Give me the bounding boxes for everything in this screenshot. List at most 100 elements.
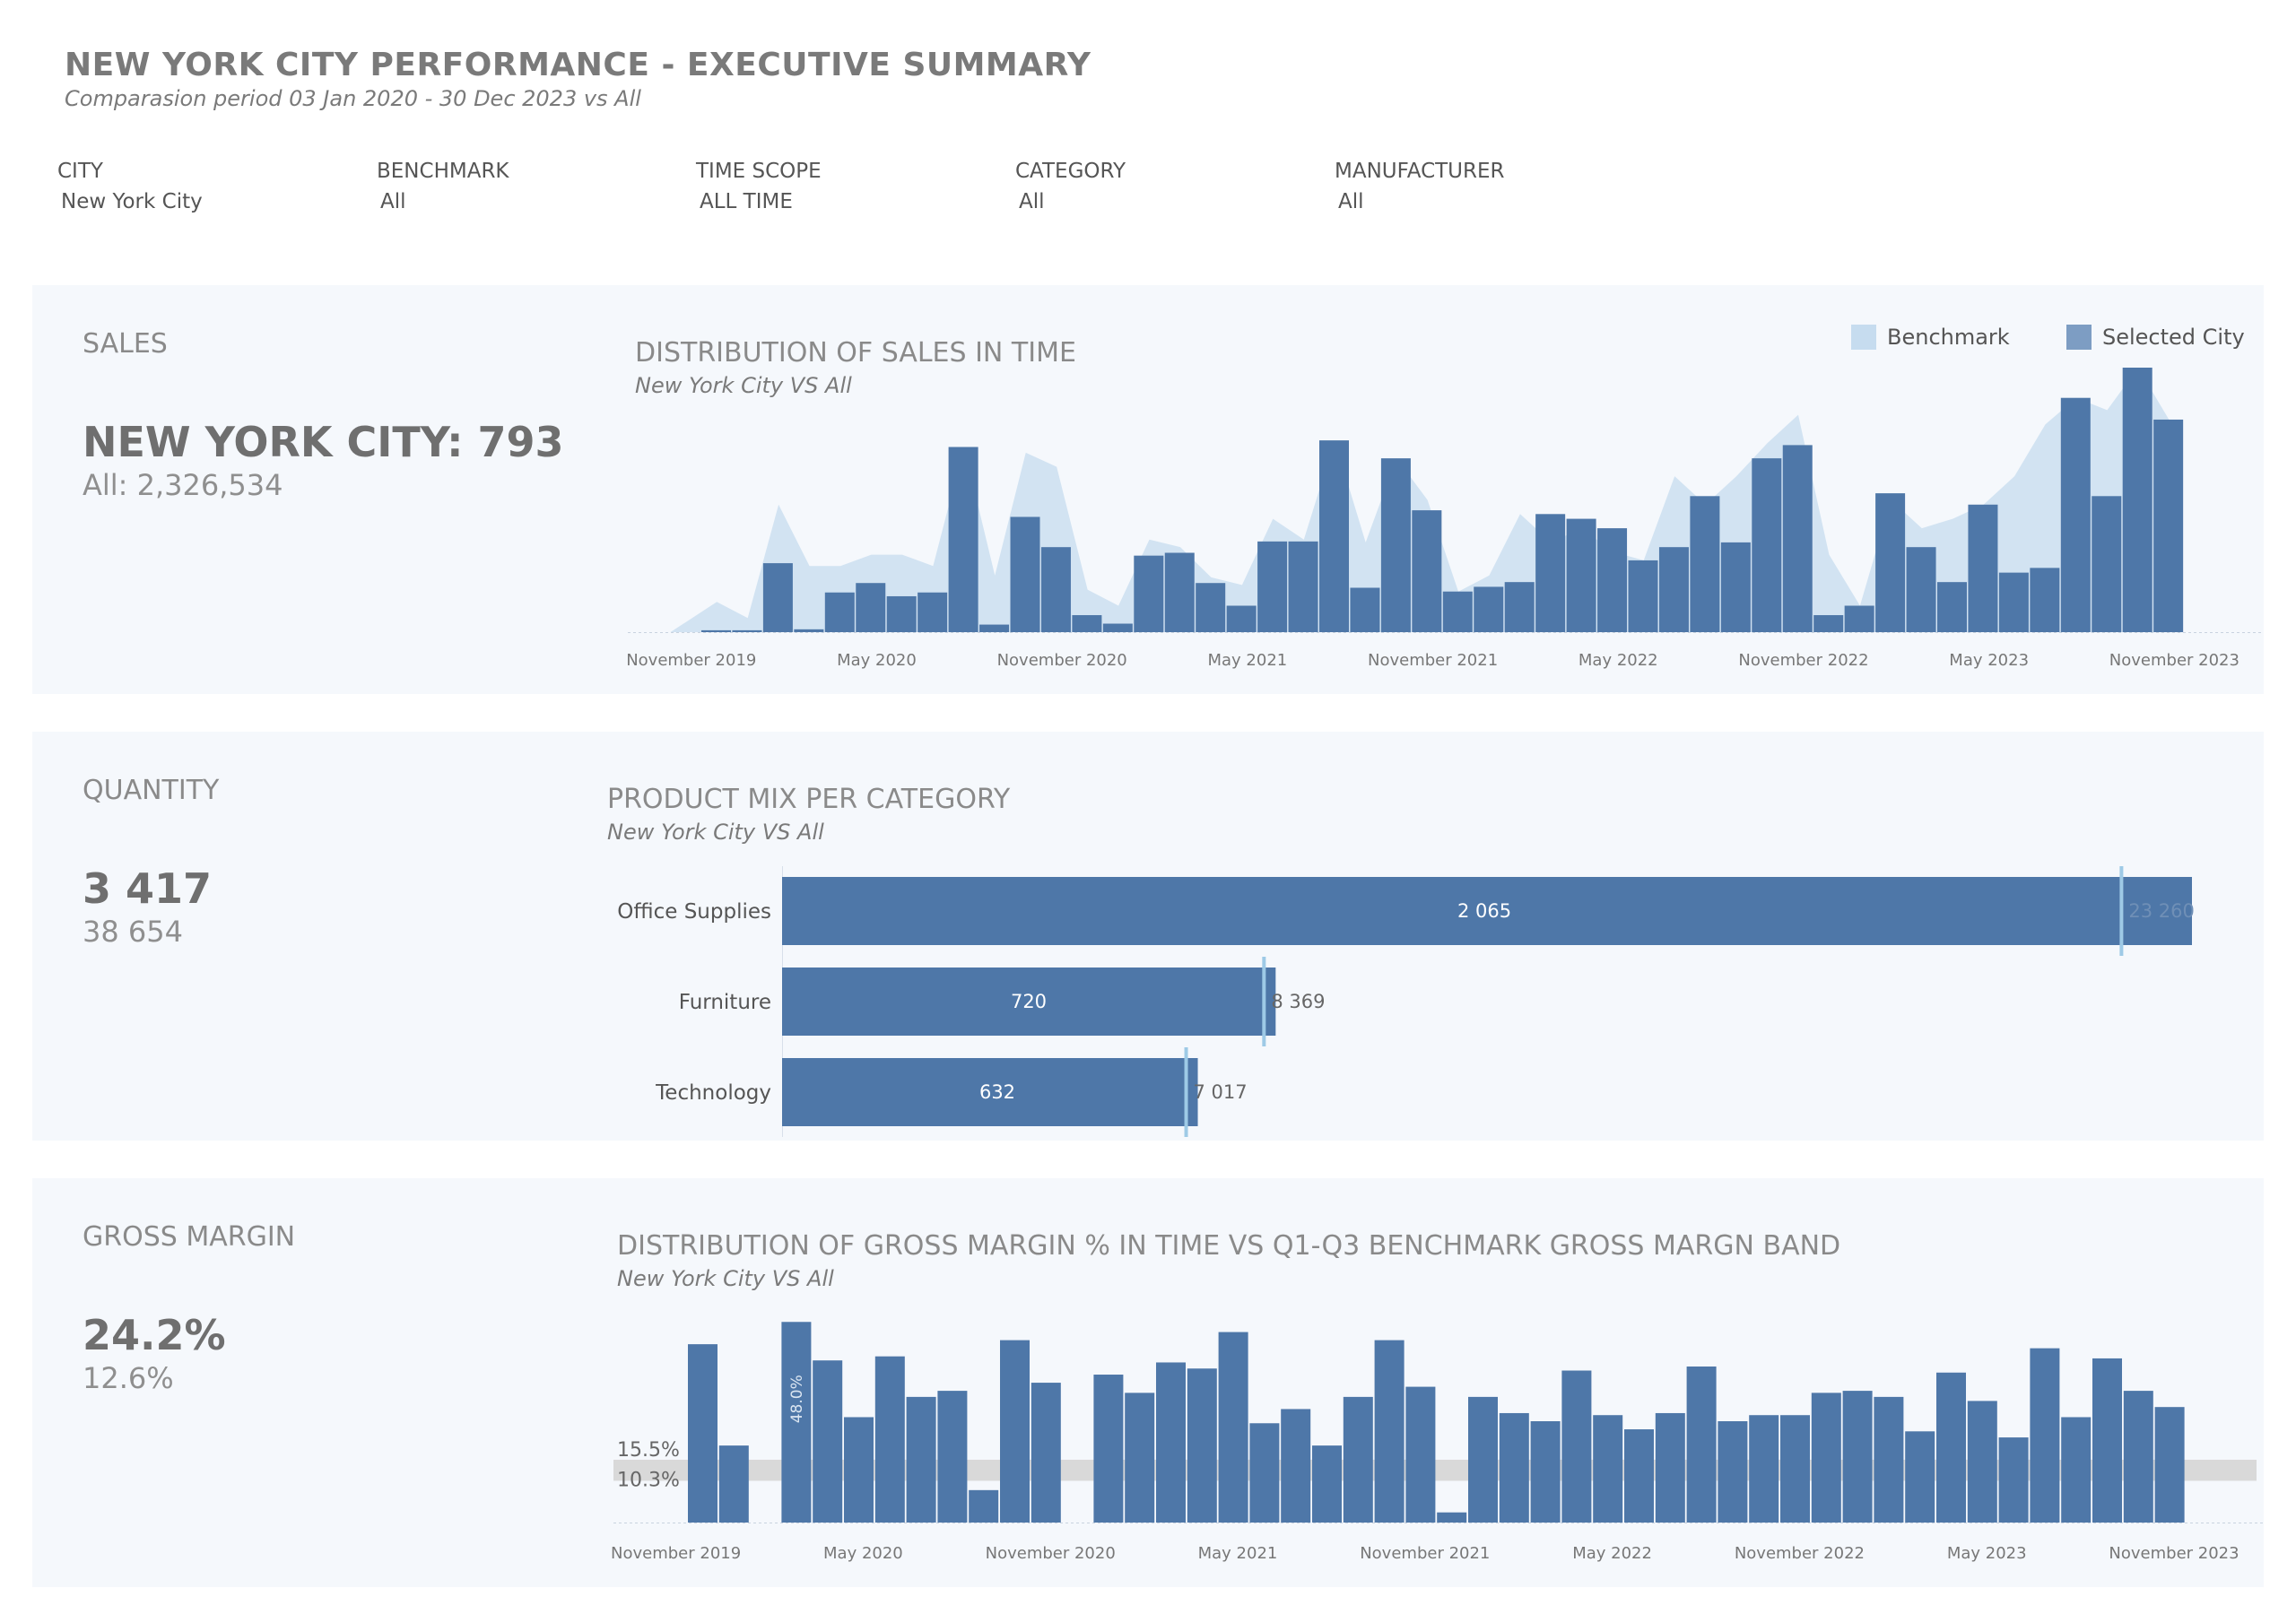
filter-benchmark: BENCHMARK All — [377, 160, 682, 213]
gross-margin-panel: GROSS MARGIN 24.2% 12.6% DISTRIBUTION OF… — [32, 1178, 2264, 1587]
filter-category-value[interactable]: All — [1019, 190, 1045, 213]
sales-bar — [1196, 583, 1226, 632]
sales-bar — [1380, 458, 1411, 632]
gross-margin-bar — [874, 1356, 905, 1523]
sales-bar — [1720, 542, 1751, 632]
sales-bar — [1072, 615, 1102, 632]
sales-bar — [2153, 419, 2184, 632]
mix-category-label: Technology — [655, 1081, 771, 1105]
gross-margin-x-tick: November 2020 — [986, 1544, 1116, 1563]
sales-bar — [886, 595, 917, 632]
sales-bar — [1164, 552, 1195, 632]
sales-bar — [1813, 615, 1844, 632]
sales-bar — [1968, 504, 1998, 632]
sales-kpi-benchmark: All: 2,326,534 — [83, 468, 283, 502]
gross-margin-x-tick: May 2021 — [1198, 1544, 1278, 1563]
sales-x-tick: May 2021 — [1208, 651, 1288, 670]
gross-margin-bar — [718, 1445, 749, 1523]
sales-bar — [1288, 541, 1318, 632]
gross-margin-kpi-value: 24.2% — [83, 1311, 226, 1359]
sales-x-tick: November 2022 — [1738, 651, 1868, 670]
mix-bar — [782, 968, 1276, 1036]
sales-bar — [1658, 547, 1689, 632]
sales-x-tick: November 2019 — [626, 651, 756, 670]
gross-margin-bar — [2061, 1417, 2092, 1523]
gross-margin-bar — [1780, 1415, 1810, 1523]
gross-margin-kpi-label: GROSS MARGIN — [83, 1221, 296, 1253]
gross-margin-bar — [1655, 1412, 1685, 1523]
mix-benchmark-value: 8 369 — [1271, 991, 1325, 1012]
sales-bar — [1102, 623, 1133, 632]
sales-bar — [979, 624, 1010, 632]
gross-margin-bar — [1156, 1362, 1186, 1523]
gross-margin-x-tick: May 2020 — [823, 1544, 903, 1563]
gross-margin-annotation: 48.0% — [788, 1375, 806, 1423]
product-mix-chart: Office Supplies 2 065 23 260 Furniture 720 8 … — [617, 866, 2195, 1137]
sales-x-tick: November 2023 — [2109, 651, 2239, 670]
gross-margin-bar — [969, 1489, 999, 1523]
page-title: NEW YORK CITY PERFORMANCE - EXECUTIVE SU… — [65, 47, 1091, 83]
gross-margin-bar — [1561, 1370, 1592, 1523]
quantity-kpi-label: QUANTITY — [83, 775, 220, 806]
gross-margin-bar — [1437, 1512, 1467, 1523]
gross-margin-bar — [1718, 1421, 1748, 1523]
mix-benchmark-value: 23 260 — [2128, 900, 2194, 922]
filter-manufacturer: MANUFACTURER All — [1335, 160, 1639, 213]
sales-bar — [1782, 445, 1813, 632]
gross-margin-bar — [1936, 1372, 1966, 1523]
sales-bar — [1474, 586, 1504, 632]
legend-selected-city[interactable]: Selected City — [2066, 325, 2245, 350]
sales-chart-subtitle: New York City VS All — [635, 373, 852, 398]
gross-margin-bar — [1000, 1340, 1030, 1523]
legend-benchmark[interactable]: Benchmark — [1851, 325, 2010, 350]
sales-bar — [1412, 510, 1442, 632]
sales-bar — [1226, 605, 1257, 632]
quantity-kpi-value: 3 417 — [83, 864, 213, 913]
sales-time-chart: November 2019 May 2020 November 2020 May 20… — [626, 368, 2264, 670]
sales-bar — [1998, 572, 2029, 632]
product-mix-subtitle: New York City VS All — [607, 820, 824, 845]
gross-margin-chart-title: DISTRIBUTION OF GROSS MARGIN % IN TIME V… — [617, 1230, 1841, 1262]
sales-bar — [1690, 496, 1720, 632]
filter-time-scope-value[interactable]: ALL TIME — [700, 190, 793, 213]
gross-margin-bar — [1468, 1396, 1498, 1523]
mix-bar-value: 632 — [979, 1081, 1015, 1103]
gross-margin-kpi-benchmark: 12.6% — [83, 1361, 174, 1395]
gross-margin-x-tick: November 2022 — [1735, 1544, 1865, 1563]
sales-bar — [918, 592, 948, 632]
mix-bar — [782, 1058, 1198, 1126]
sales-bar — [1628, 560, 1658, 632]
gross-margin-bar — [1749, 1415, 1779, 1523]
sales-bar — [1010, 516, 1040, 632]
gross-margin-bar — [2154, 1407, 2185, 1523]
filter-city: CITY New York City — [57, 160, 362, 213]
gross-margin-bar — [2092, 1358, 2122, 1523]
quantity-panel: QUANTITY 3 417 38 654 PRODUCT MIX PER CA… — [32, 732, 2264, 1141]
legend-selected-city-swatch — [2066, 325, 2092, 350]
sales-x-tick: November 2020 — [997, 651, 1127, 670]
filter-benchmark-label: BENCHMARK — [377, 160, 509, 183]
sales-bar — [824, 592, 855, 632]
filter-manufacturer-value[interactable]: All — [1338, 190, 1364, 213]
gross-margin-bar — [1281, 1409, 1311, 1523]
filter-benchmark-value[interactable]: All — [380, 190, 406, 213]
filter-manufacturer-label: MANUFACTURER — [1335, 160, 1505, 183]
sales-bar — [2122, 368, 2152, 632]
gross-margin-bar — [1624, 1429, 1654, 1523]
sales-bar — [1875, 493, 1906, 632]
gross-margin-bar — [1967, 1401, 1997, 1523]
gross-margin-bar — [1499, 1412, 1529, 1523]
gross-margin-bar — [1905, 1431, 1935, 1523]
sales-bar — [2092, 496, 2122, 632]
sales-kpi-label: SALES — [83, 328, 168, 360]
filter-time-scope-label: TIME SCOPE — [696, 160, 822, 183]
filter-time-scope: TIME SCOPE ALL TIME — [696, 160, 1001, 213]
sales-kpi-value: NEW YORK CITY: 793 — [83, 418, 564, 466]
gross-margin-bar — [2123, 1391, 2153, 1523]
filter-city-value[interactable]: New York City — [61, 190, 203, 213]
filter-city-label: CITY — [57, 160, 103, 183]
sales-bar — [1442, 591, 1473, 632]
gross-margin-bar — [1218, 1332, 1248, 1523]
sales-bar — [1906, 547, 1936, 632]
sales-x-tick: May 2020 — [837, 651, 917, 670]
